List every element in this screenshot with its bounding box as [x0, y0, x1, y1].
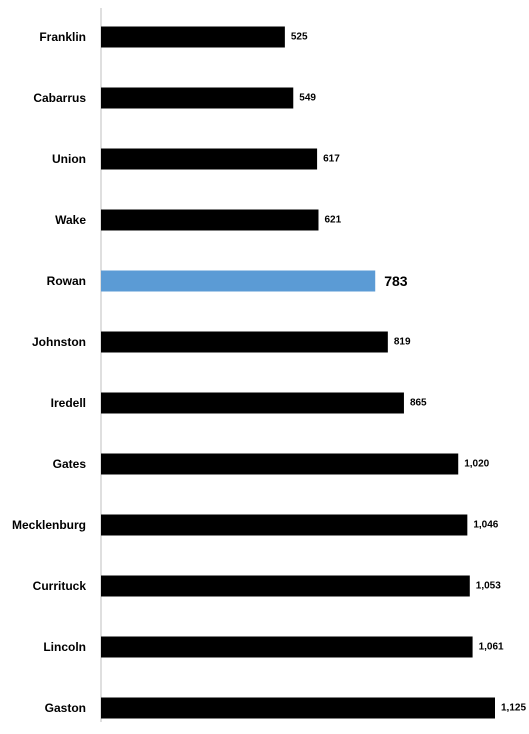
value-label-union: 617	[323, 154, 340, 165]
bar-gaston	[101, 697, 495, 719]
category-label-gates: Gates	[53, 457, 87, 471]
value-label-gates: 1,020	[464, 459, 489, 470]
value-label-mecklenburg: 1,046	[473, 520, 498, 531]
category-label-lincoln: Lincoln	[43, 640, 86, 654]
category-labels-group: Franklin Cabarrus Union Wake Rowan Johnston Ir…	[12, 30, 86, 715]
value-label-wake: 621	[324, 215, 341, 226]
bar-lincoln	[101, 636, 473, 658]
category-label-wake: Wake	[55, 213, 86, 227]
bar-rowan	[101, 270, 376, 292]
value-label-currituck: 1,053	[476, 581, 501, 592]
category-label-gaston: Gaston	[45, 701, 86, 715]
category-label-mecklenburg: Mecklenburg	[12, 518, 86, 532]
bar-gates	[101, 453, 459, 475]
bar-currituck	[101, 575, 470, 597]
bar-cabarrus	[101, 87, 294, 109]
bar-franklin	[101, 26, 285, 48]
bar-union	[101, 148, 318, 170]
value-label-iredell: 865	[410, 398, 427, 409]
category-label-cabarrus: Cabarrus	[33, 91, 86, 105]
bar-mecklenburg	[101, 514, 468, 536]
category-label-iredell: Iredell	[51, 396, 86, 410]
bar-iredell	[101, 392, 404, 414]
bars-group	[101, 26, 495, 719]
bar-wake	[101, 209, 319, 231]
value-label-gaston: 1,125	[501, 703, 526, 714]
category-label-currituck: Currituck	[33, 579, 87, 593]
value-labels-group: 525 549 617 621 783 819 865 1,020 1,046 1,053 1,06…	[291, 32, 527, 714]
value-label-lincoln: 1,061	[479, 642, 504, 653]
category-label-franklin: Franklin	[39, 30, 86, 44]
category-label-rowan: Rowan	[47, 274, 86, 288]
category-label-johnston: Johnston	[32, 335, 86, 349]
bar-johnston	[101, 331, 388, 353]
value-label-johnston: 819	[394, 337, 411, 348]
value-label-cabarrus: 549	[299, 93, 316, 104]
value-label-franklin: 525	[291, 32, 308, 43]
value-label-rowan: 783	[384, 273, 408, 289]
category-label-union: Union	[52, 152, 86, 166]
